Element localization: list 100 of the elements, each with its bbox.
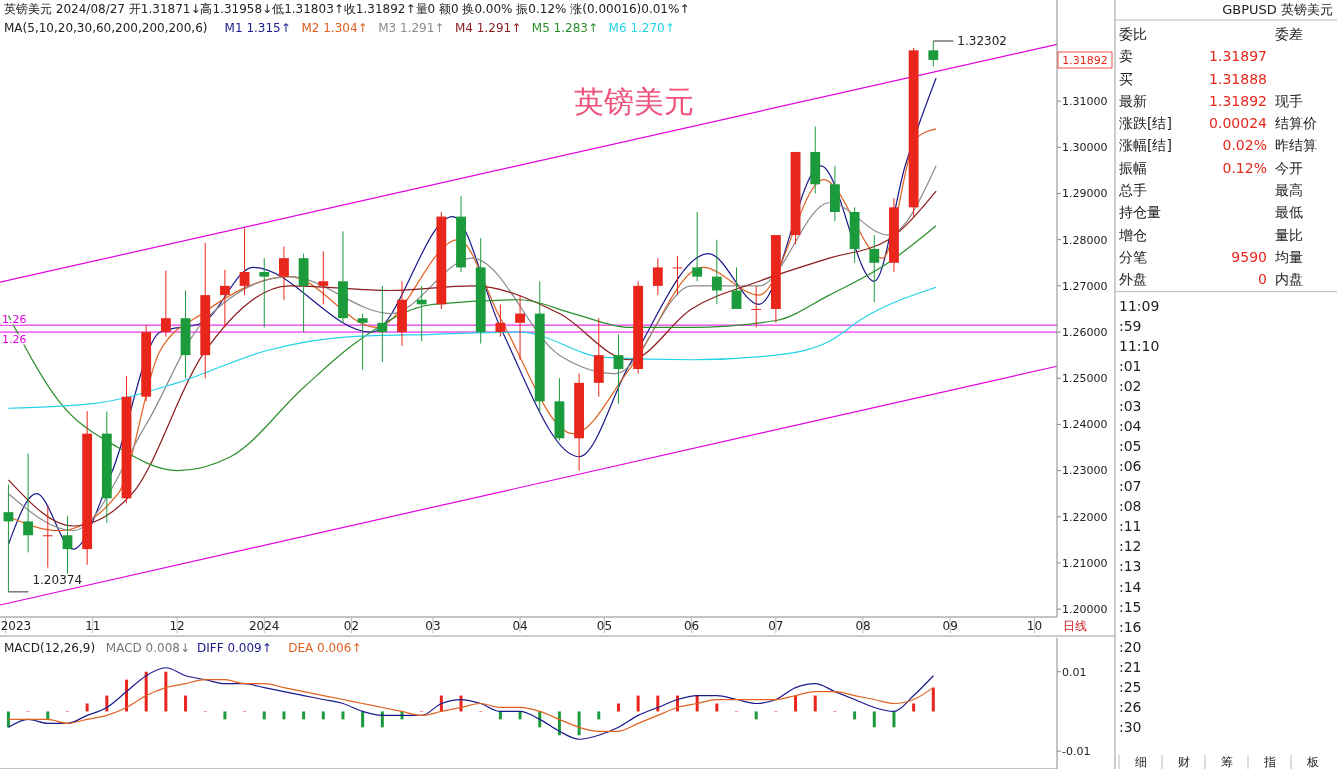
- category-label: 今开: [1275, 159, 1303, 176]
- text: 筹: [1221, 755, 1233, 769]
- category-label: :03: [1119, 398, 1142, 415]
- x-tick-label: 2023: [0, 619, 32, 633]
- text: 1.31892: [1062, 53, 1108, 67]
- category-label: :04: [1119, 418, 1142, 435]
- x-axis-title: 日线: [1063, 619, 1087, 633]
- candlestick: [751, 285, 762, 328]
- candlestick: [279, 246, 289, 301]
- bar: [853, 711, 857, 720]
- category-label: 振幅: [1119, 159, 1147, 176]
- category-label: :02: [1119, 378, 1142, 395]
- text: M6 1.270↑: [608, 21, 675, 35]
- y-tick-label: 1.20000: [1062, 603, 1108, 616]
- category-label: :59: [1119, 317, 1142, 334]
- annotation: 1.32302: [957, 34, 1007, 49]
- category-label: :20: [1119, 638, 1142, 655]
- text: M2 1.304↑: [301, 21, 368, 35]
- bar: [794, 695, 798, 712]
- legend-title: MACD(12,26,9): [4, 641, 96, 655]
- bar: [282, 711, 286, 720]
- text: 9590: [1231, 248, 1267, 265]
- candlestick: [219, 269, 230, 328]
- candlestick: [692, 211, 703, 282]
- bar: [892, 711, 896, 728]
- candlestick: [495, 303, 506, 338]
- text: 1.31888: [1209, 70, 1267, 87]
- bar: [184, 695, 188, 712]
- category-label: :26: [1119, 698, 1142, 715]
- category-label: 均量: [1275, 248, 1303, 265]
- x-tick-label: 2024: [248, 619, 280, 633]
- category-label: 昨结算: [1275, 137, 1317, 154]
- candlestick: [515, 294, 525, 361]
- text: 0: [1258, 271, 1267, 288]
- category-label: 现手: [1275, 92, 1303, 109]
- bar: [46, 711, 50, 720]
- text: GBPUSD 英镑美元: [1222, 2, 1333, 17]
- category-label: 委差: [1275, 25, 1303, 42]
- category-label: 卖: [1119, 48, 1133, 65]
- x-tick-label: 10: [1026, 619, 1043, 633]
- candlestick: [42, 506, 53, 569]
- category-label: :13: [1119, 558, 1142, 575]
- x-tick-label: 09: [942, 619, 958, 633]
- category-label: 委比: [1119, 25, 1147, 42]
- text: 0.00024: [1209, 115, 1268, 132]
- bar: [931, 687, 935, 712]
- y-tick-label: 0.01: [1062, 665, 1087, 679]
- bar: [302, 711, 306, 720]
- y-tick-label: 1.31000: [1062, 94, 1108, 108]
- category-label: 量比: [1275, 226, 1303, 243]
- category-label: 11:10: [1119, 337, 1160, 354]
- x-tick-label: 07: [768, 619, 784, 633]
- x-tick-label: 08: [855, 619, 871, 633]
- category-label: 11:09: [1119, 297, 1160, 314]
- text: M5 1.283↑: [531, 21, 599, 35]
- chart-title: 英镑美元 2024/08/27 开1.31871↓高1.31958↓低1.31803↑收1.31892↑量0 额0 换0.00% 振0.12% 涨(0.00016)0.01%↑: [4, 2, 690, 16]
- bar: [164, 671, 168, 712]
- category-label: 结算价: [1275, 115, 1317, 132]
- category-label: :25: [1119, 678, 1142, 695]
- y-tick-label: 1.23000: [1062, 464, 1108, 478]
- category-label: 最高: [1275, 182, 1303, 198]
- y-tick-label: 1.21000: [1062, 556, 1108, 570]
- text: 1.31892: [1209, 92, 1267, 109]
- candlestick: [613, 333, 624, 405]
- y-tick-label: 1.28000: [1062, 233, 1108, 247]
- y-tick-label: 1.29000: [1062, 187, 1108, 201]
- y-tick-label: 1.22000: [1062, 510, 1108, 524]
- candlestick: [652, 257, 663, 296]
- candlestick: [259, 257, 270, 328]
- x-tick-label: 06: [683, 619, 700, 633]
- category-label: 买: [1119, 70, 1133, 87]
- category-label: 外盘: [1119, 271, 1147, 288]
- bar: [577, 711, 581, 736]
- category-label: :11: [1119, 518, 1142, 535]
- line-series: [7, 679, 934, 732]
- candlestick: [377, 285, 388, 363]
- candlestick: [731, 266, 742, 310]
- series-label: MACD 0.008↓: [105, 641, 190, 655]
- category-label: :21: [1119, 658, 1142, 675]
- category-label: 最低: [1275, 204, 1303, 221]
- candlestick: [711, 239, 722, 305]
- category-label: 总手: [1118, 182, 1147, 198]
- line-series: [7, 667, 934, 740]
- candlestick: [239, 226, 250, 296]
- bar: [597, 711, 601, 720]
- category-label: 增仓: [1118, 226, 1147, 243]
- category-label: :15: [1119, 598, 1142, 615]
- candlestick: [869, 234, 880, 303]
- category-label: :30: [1119, 718, 1142, 735]
- bar: [813, 695, 817, 712]
- legend-title: MA(5,10,20,30,60,200,200,200,6): [4, 21, 208, 35]
- bar: [144, 671, 148, 712]
- annotation: 英镑美元: [574, 84, 695, 119]
- bar: [361, 711, 365, 728]
- bar: [223, 711, 227, 720]
- bar: [872, 711, 876, 728]
- x-tick-label: 04: [512, 619, 528, 633]
- x-tick-label: 02: [343, 619, 360, 633]
- text: 指: [1263, 755, 1276, 769]
- bar: [321, 711, 325, 720]
